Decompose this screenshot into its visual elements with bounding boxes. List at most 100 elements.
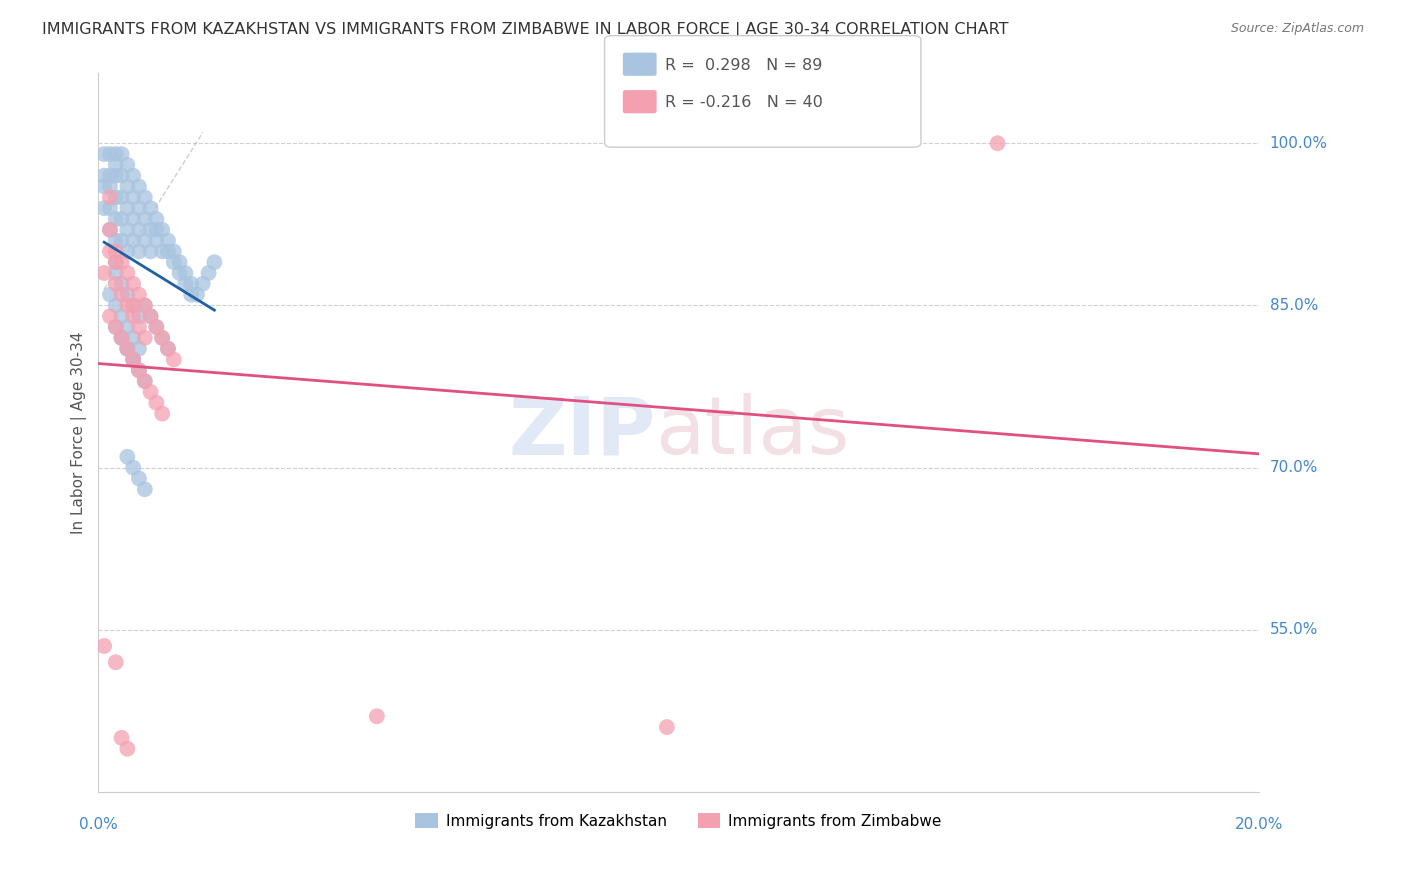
Point <box>117 342 139 356</box>
Point <box>987 136 1010 151</box>
Point <box>110 331 132 345</box>
Text: Source: ZipAtlas.com: Source: ZipAtlas.com <box>1230 22 1364 36</box>
Point <box>134 298 156 312</box>
Point <box>139 244 162 259</box>
Text: 55.0%: 55.0% <box>1270 623 1317 637</box>
Point <box>128 471 150 485</box>
Point <box>122 331 145 345</box>
Point <box>110 287 132 301</box>
Point <box>110 255 132 269</box>
Point <box>139 201 162 215</box>
Point <box>150 223 173 237</box>
Point <box>366 709 388 723</box>
Point <box>98 223 121 237</box>
Text: 0.0%: 0.0% <box>79 817 118 832</box>
Point <box>93 201 115 215</box>
Point <box>202 255 225 269</box>
Point <box>139 384 162 399</box>
Point <box>156 342 179 356</box>
Point <box>98 179 121 194</box>
Point <box>191 277 214 291</box>
Point <box>122 298 145 312</box>
Point <box>145 211 167 226</box>
Point <box>104 320 127 334</box>
Point <box>122 352 145 367</box>
Point <box>93 179 115 194</box>
Point <box>156 244 179 259</box>
Point <box>104 266 127 280</box>
Point <box>104 234 127 248</box>
Point <box>128 223 150 237</box>
Point <box>110 234 132 248</box>
Point <box>134 211 156 226</box>
Point <box>122 352 145 367</box>
Point <box>128 342 150 356</box>
Point <box>104 158 127 172</box>
Point <box>134 482 156 496</box>
Point <box>104 244 127 259</box>
Point <box>93 266 115 280</box>
Point <box>145 320 167 334</box>
Point <box>117 450 139 464</box>
Point <box>134 374 156 388</box>
Point <box>128 310 150 324</box>
Point <box>145 234 167 248</box>
Point <box>128 244 150 259</box>
Point <box>169 266 191 280</box>
Point <box>117 741 139 756</box>
Point <box>110 331 132 345</box>
Point <box>122 190 145 204</box>
Point <box>128 320 150 334</box>
Point <box>169 255 191 269</box>
Point <box>117 287 139 301</box>
Point <box>117 158 139 172</box>
Text: IMMIGRANTS FROM KAZAKHSTAN VS IMMIGRANTS FROM ZIMBABWE IN LABOR FORCE | AGE 30-3: IMMIGRANTS FROM KAZAKHSTAN VS IMMIGRANTS… <box>42 22 1008 38</box>
Text: R = -0.216   N = 40: R = -0.216 N = 40 <box>665 95 823 111</box>
Point <box>117 298 139 312</box>
Point <box>110 331 132 345</box>
Text: ZIP: ZIP <box>508 393 655 472</box>
Point <box>128 363 150 377</box>
Point <box>134 190 156 204</box>
Point <box>150 407 173 421</box>
Point <box>110 310 132 324</box>
Point <box>117 201 139 215</box>
Point <box>134 234 156 248</box>
Point <box>156 234 179 248</box>
Point <box>117 266 139 280</box>
Point <box>128 179 150 194</box>
Point <box>104 147 127 161</box>
Point <box>98 244 121 259</box>
Point <box>104 255 127 269</box>
Point <box>128 363 150 377</box>
Point <box>93 169 115 183</box>
Point <box>139 310 162 324</box>
Text: 100.0%: 100.0% <box>1270 136 1327 151</box>
Point <box>104 255 127 269</box>
Point <box>110 277 132 291</box>
Point <box>98 223 121 237</box>
Point <box>122 298 145 312</box>
Point <box>117 342 139 356</box>
Point <box>104 298 127 312</box>
Point <box>117 223 139 237</box>
Point <box>150 331 173 345</box>
Point <box>156 342 179 356</box>
Text: 70.0%: 70.0% <box>1270 460 1317 475</box>
Point <box>174 266 197 280</box>
Point <box>98 310 121 324</box>
Point <box>98 169 121 183</box>
Point <box>110 147 132 161</box>
Point <box>117 342 139 356</box>
Point <box>93 639 115 653</box>
Point <box>117 179 139 194</box>
Point <box>104 655 127 669</box>
Text: R =  0.298   N = 89: R = 0.298 N = 89 <box>665 58 823 73</box>
Text: 20.0%: 20.0% <box>1234 817 1282 832</box>
Point <box>145 223 167 237</box>
Point <box>128 201 150 215</box>
Point <box>122 234 145 248</box>
Point <box>163 255 186 269</box>
Point <box>145 395 167 409</box>
Point <box>98 147 121 161</box>
